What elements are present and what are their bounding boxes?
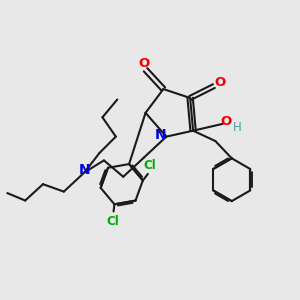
Text: N: N bbox=[79, 163, 90, 177]
Text: H: H bbox=[233, 121, 242, 134]
Text: O: O bbox=[138, 57, 150, 70]
Text: O: O bbox=[215, 76, 226, 89]
Text: Cl: Cl bbox=[106, 215, 119, 228]
Text: Cl: Cl bbox=[143, 158, 156, 172]
Text: O: O bbox=[220, 115, 231, 128]
Text: N: N bbox=[155, 128, 167, 142]
